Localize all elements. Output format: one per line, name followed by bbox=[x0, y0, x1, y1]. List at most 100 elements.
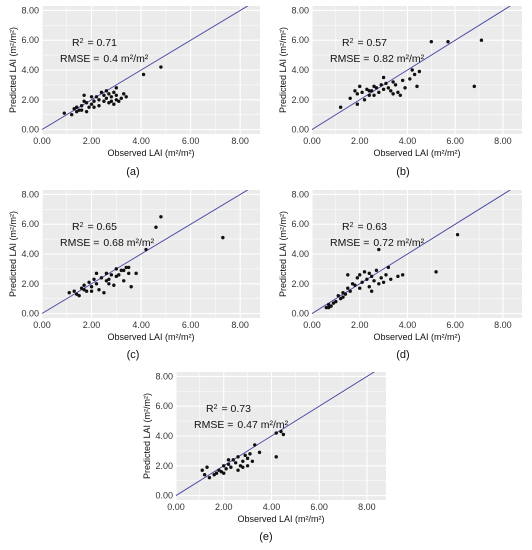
scatter-panel-5: 0.00 2.00 4.00 6.00 8.00 0.00 2.00 4.00 6.00 8.00… bbox=[142, 371, 386, 543]
data-point bbox=[245, 464, 250, 468]
x-tick-label: 4.00 bbox=[399, 136, 417, 146]
data-point bbox=[365, 277, 369, 282]
y-tick-label: 2.00 bbox=[291, 279, 309, 289]
data-point bbox=[226, 458, 231, 462]
data-point bbox=[82, 93, 86, 98]
panel-label: (c) bbox=[127, 349, 140, 361]
y-axis-title: Predicted LAI (m²/m²) bbox=[142, 393, 152, 479]
data-point bbox=[72, 106, 76, 111]
data-point bbox=[107, 277, 111, 282]
data-point bbox=[355, 92, 360, 96]
data-point bbox=[77, 108, 81, 112]
x-tick-label: 2.00 bbox=[83, 136, 101, 146]
r2-superscript: 2 bbox=[350, 222, 354, 229]
rmse-label: RMSE = bbox=[194, 419, 233, 431]
x-tick-label: 4.00 bbox=[132, 320, 150, 330]
data-point bbox=[205, 465, 209, 469]
data-point bbox=[403, 86, 407, 90]
data-point bbox=[446, 40, 450, 44]
y-tick-label: 0.00 bbox=[21, 125, 39, 135]
data-point bbox=[129, 285, 133, 289]
data-point bbox=[102, 290, 106, 295]
data-point bbox=[374, 86, 379, 90]
r2-annotation: R2 = 0.63 bbox=[342, 221, 387, 233]
data-point bbox=[434, 270, 438, 274]
y-tick-label: 0.00 bbox=[291, 125, 309, 135]
data-point bbox=[355, 102, 360, 106]
data-point bbox=[355, 276, 360, 280]
data-point bbox=[97, 288, 101, 292]
data-point bbox=[389, 89, 393, 93]
r2-value: = 0.71 bbox=[88, 37, 118, 49]
data-point bbox=[122, 92, 126, 96]
data-point bbox=[79, 108, 84, 112]
r2-annotation: R2 = 0.57 bbox=[342, 37, 387, 49]
data-point bbox=[381, 280, 386, 284]
r2-superscript: 2 bbox=[214, 404, 218, 411]
y-tick-label: 2.00 bbox=[155, 461, 173, 471]
data-point bbox=[92, 277, 96, 282]
rmse-value: 0.82 m²/m² bbox=[373, 53, 424, 65]
x-tick-label: 8.00 bbox=[358, 502, 376, 512]
gridlines bbox=[176, 372, 386, 500]
x-tick-label: 2.00 bbox=[351, 320, 369, 330]
data-point bbox=[82, 288, 86, 292]
x-tick-label: 8.00 bbox=[231, 136, 249, 146]
x-tick-label: 6.00 bbox=[446, 136, 464, 146]
data-point bbox=[222, 471, 226, 475]
data-point bbox=[84, 101, 89, 105]
data-point bbox=[279, 429, 283, 434]
data-point bbox=[338, 105, 343, 109]
data-point bbox=[348, 96, 352, 100]
data-point bbox=[360, 280, 364, 284]
data-point bbox=[141, 72, 146, 77]
data-point bbox=[372, 93, 376, 98]
y-tick-label: 6.00 bbox=[291, 35, 309, 45]
data-point bbox=[410, 68, 414, 72]
data-point bbox=[104, 271, 109, 276]
x-axis-title: Observed LAI (m²/m²) bbox=[107, 148, 194, 158]
data-point bbox=[396, 90, 400, 95]
data-point bbox=[348, 289, 352, 293]
data-point bbox=[369, 274, 374, 279]
x-tick-label: 8.00 bbox=[494, 320, 512, 330]
scatter-panel-2: 0.00 2.00 4.00 6.00 8.00 0.00 2.00 4.00 6.00 8.00… bbox=[278, 5, 522, 178]
y-axis-title: Predicted LAI (m²/m²) bbox=[8, 27, 18, 113]
rmse-label: RMSE = bbox=[60, 237, 99, 249]
rmse-annotation: RMSE = 0.82 m²/m² bbox=[330, 53, 425, 65]
data-point bbox=[117, 273, 121, 277]
r2-label: R bbox=[342, 221, 350, 233]
data-point bbox=[119, 268, 123, 273]
data-point bbox=[224, 467, 228, 471]
r2-superscript: 2 bbox=[80, 222, 84, 229]
gridlines bbox=[312, 6, 522, 134]
scatter-panel-1: 0.00 2.00 4.00 6.00 8.00 0.00 2.00 4.00 6.00 8.00… bbox=[8, 5, 260, 178]
data-point bbox=[360, 90, 364, 95]
data-point bbox=[122, 279, 126, 283]
data-point bbox=[377, 247, 381, 252]
data-point bbox=[346, 286, 350, 290]
data-point bbox=[127, 265, 131, 270]
data-point bbox=[114, 98, 119, 102]
y-tick-label: 8.00 bbox=[291, 189, 309, 199]
y-tick-label: 6.00 bbox=[291, 219, 309, 229]
data-point bbox=[119, 96, 123, 100]
rmse-value: 0.4 m²/m² bbox=[103, 53, 148, 65]
data-point bbox=[386, 86, 391, 90]
y-tick-label: 2.00 bbox=[21, 279, 39, 289]
data-point bbox=[274, 455, 278, 459]
rmse-label: RMSE = bbox=[60, 53, 99, 65]
y-tick-label: 8.00 bbox=[21, 5, 39, 15]
x-tick-label: 2.00 bbox=[351, 136, 369, 146]
y-tick-label: 2.00 bbox=[21, 95, 39, 105]
data-point bbox=[379, 276, 383, 280]
x-tick-label: 4.00 bbox=[399, 320, 417, 330]
y-tick-label: 8.00 bbox=[21, 189, 39, 199]
y-tick-label: 4.00 bbox=[291, 249, 309, 259]
data-point bbox=[200, 468, 204, 472]
data-point bbox=[274, 431, 278, 435]
rmse-annotation: RMSE = 0.68 m²/m² bbox=[60, 237, 155, 249]
data-point bbox=[429, 40, 434, 44]
data-point bbox=[117, 99, 121, 103]
r2-value: = 0.63 bbox=[358, 221, 388, 233]
